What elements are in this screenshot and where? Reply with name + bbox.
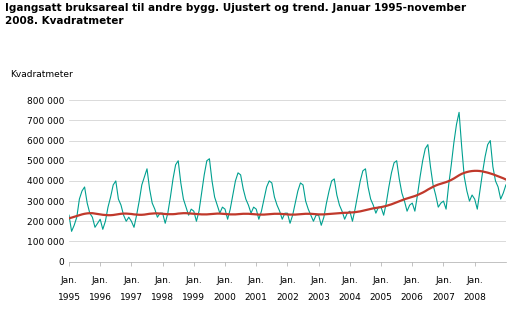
Text: Jan.: Jan.	[61, 276, 77, 285]
Text: 1995: 1995	[57, 293, 81, 302]
Text: 2002: 2002	[276, 293, 299, 302]
Text: Jan.: Jan.	[373, 276, 389, 285]
Text: Jan.: Jan.	[92, 276, 108, 285]
Text: 1999: 1999	[182, 293, 205, 302]
Text: Jan.: Jan.	[123, 276, 140, 285]
Text: 2000: 2000	[214, 293, 237, 302]
Text: Jan.: Jan.	[404, 276, 421, 285]
Text: 2008: 2008	[463, 293, 486, 302]
Text: Jan.: Jan.	[248, 276, 265, 285]
Text: 2004: 2004	[338, 293, 361, 302]
Text: 2005: 2005	[369, 293, 392, 302]
Text: 2006: 2006	[401, 293, 424, 302]
Text: Jan.: Jan.	[279, 276, 296, 285]
Text: 2001: 2001	[245, 293, 268, 302]
Text: Jan.: Jan.	[467, 276, 483, 285]
Text: Igangsatt bruksareal til andre bygg. Ujustert og trend. Januar 1995-november
200: Igangsatt bruksareal til andre bygg. Uju…	[5, 3, 466, 26]
Text: Kvadratmeter: Kvadratmeter	[10, 70, 73, 79]
Text: 1996: 1996	[89, 293, 112, 302]
Text: Jan.: Jan.	[435, 276, 452, 285]
Text: Jan.: Jan.	[185, 276, 202, 285]
Text: Jan.: Jan.	[341, 276, 358, 285]
Text: Jan.: Jan.	[217, 276, 234, 285]
Text: Jan.: Jan.	[154, 276, 171, 285]
Text: 2003: 2003	[307, 293, 330, 302]
Text: Jan.: Jan.	[310, 276, 327, 285]
Text: 1997: 1997	[120, 293, 143, 302]
Text: 2007: 2007	[432, 293, 455, 302]
Text: 1998: 1998	[151, 293, 174, 302]
